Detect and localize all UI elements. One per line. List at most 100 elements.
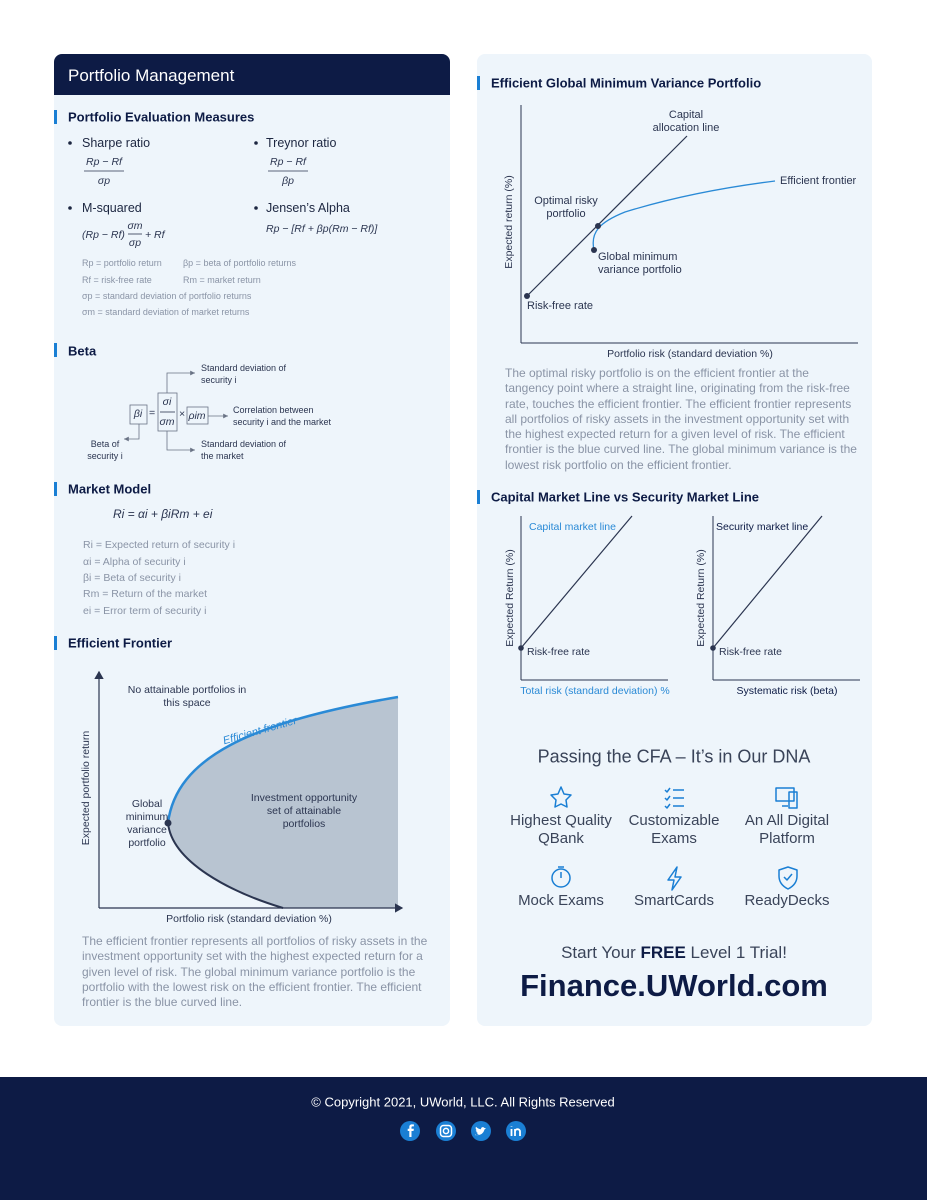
x-axis-label: Portfolio risk (standard deviation %) <box>166 913 332 925</box>
shield-icon <box>778 866 798 890</box>
bolt-icon <box>667 866 682 891</box>
x-axis-label: Portfolio risk (standard deviation %) <box>607 348 773 360</box>
y-axis-label: Expected Return (%) <box>504 549 516 647</box>
timer-icon <box>551 868 571 888</box>
social-links <box>400 1121 526 1141</box>
formula-numerator: Rp − Rf <box>86 156 122 168</box>
optimal-point <box>595 223 601 229</box>
section-title: Beta <box>68 343 97 359</box>
lower-frontier-curve <box>167 822 284 909</box>
accent-bar <box>54 343 57 357</box>
point-label: Optimal risky portfolio <box>534 195 598 220</box>
point-label: Risk-free rate <box>527 300 594 312</box>
measure-name: Jensen’s Alpha <box>266 201 350 215</box>
arrow <box>124 424 140 442</box>
devices-icon <box>775 787 798 809</box>
diagram-label: Standard deviation of the market <box>201 439 287 461</box>
section-title: Capital Market Line vs Security Market L… <box>491 489 760 505</box>
measure-name: Sharpe ratio <box>82 136 151 150</box>
feature-label: SmartCards <box>633 892 715 909</box>
formula-denominator: βp <box>282 175 294 187</box>
twitter-link[interactable] <box>471 1121 491 1141</box>
efficient-frontier-curve <box>166 695 399 824</box>
left-header-bar <box>54 54 450 95</box>
cta: Start Your FREE Level 1 Trial! <box>561 943 787 963</box>
risk-free-point <box>524 293 530 299</box>
equals: = <box>148 407 156 419</box>
efficient-frontier-curve <box>592 180 776 251</box>
linkedin-link[interactable] <box>506 1121 526 1141</box>
list-icon <box>664 787 684 809</box>
legend-item: σm = standard deviation of market return… <box>82 307 250 317</box>
measure-name: M-squared <box>82 201 142 215</box>
formula-denominator: σp <box>97 175 111 187</box>
line-label: Capital market line <box>529 521 616 533</box>
arrow <box>166 370 195 393</box>
section-title: Efficient Global Minimum Variance Portfo… <box>491 75 762 91</box>
feature-label: Highest Quality QBank <box>510 812 612 847</box>
accent-bar <box>54 482 57 496</box>
x-axis-label: Total risk (standard deviation) % <box>520 685 670 697</box>
formula-part: + Rf <box>145 229 165 241</box>
site-link[interactable]: Finance.UWorld.com <box>520 968 828 1003</box>
legend-item: Rf = risk-free rate <box>82 275 152 285</box>
feature-label: ReadyDecks <box>744 892 830 909</box>
definition: ei = Error term of security i <box>83 605 207 617</box>
accent-bar <box>477 76 480 90</box>
feature-icons <box>550 786 798 891</box>
promo-heading: Passing the CFA – It’s in Our DNA <box>537 746 811 767</box>
feature-label: An All Digital Platform <box>744 812 830 847</box>
formula-numerator: σm <box>127 220 143 232</box>
cta-text: Level 1 Trial! <box>685 943 787 962</box>
risk-free-point <box>518 645 524 651</box>
definition: βi = Beta of security i <box>83 572 181 584</box>
fraction-box <box>157 392 178 432</box>
y-axis-label: Expected return (%) <box>503 175 515 269</box>
measure-name: Treynor ratio <box>266 136 337 150</box>
panel-header: Portfolio Management <box>68 66 235 85</box>
definition: αi = Alpha of security i <box>83 556 186 568</box>
formula-part: (Rp − Rf) <box>82 229 125 241</box>
line-label: Security market line <box>716 521 809 533</box>
beta-symbol: βi <box>133 408 143 420</box>
capital-allocation-line <box>526 135 688 297</box>
point-label: Risk-free rate <box>719 646 783 658</box>
bullet <box>68 141 72 145</box>
gmv-point <box>591 247 597 253</box>
paragraph: The optimal risky portfolio is on the ef… <box>505 366 857 472</box>
curve-label: Efficient frontier <box>780 175 857 187</box>
feature-label: Mock Exams <box>518 892 604 909</box>
diagram-label: Correlation between security i and the m… <box>233 405 332 427</box>
instagram-link[interactable] <box>436 1121 456 1141</box>
legend-item: σp = standard deviation of portfolio ret… <box>82 291 252 301</box>
gmv-point <box>164 819 172 827</box>
accent-bar <box>54 110 57 124</box>
cml-line <box>520 515 633 649</box>
bullet <box>254 141 258 145</box>
sml-line <box>712 515 823 649</box>
point-label: Risk-free rate <box>527 646 591 658</box>
section-title: Market Model <box>68 481 152 497</box>
diagram-label: Beta of security i <box>87 439 123 461</box>
chart-annotation: Global minimum variance portfolio <box>125 798 169 849</box>
beta-box <box>129 404 148 425</box>
y-axis-label: Expected Return (%) <box>695 549 707 647</box>
star-icon <box>550 786 572 808</box>
accent-bar <box>477 490 480 504</box>
diagram-label: Standard deviation of security i <box>201 363 287 385</box>
formula-numerator: Rp − Rf <box>270 156 306 168</box>
formula-denominator: σm <box>159 416 175 428</box>
legend-item: βp = beta of portfolio returns <box>183 258 296 268</box>
chart-annotation: Investment opportunity set of attainable… <box>250 792 358 830</box>
timer-hand <box>558 866 564 878</box>
chart-annotation: No attainable portfolios in this space <box>127 684 247 709</box>
facebook-link[interactable] <box>400 1121 420 1141</box>
copyright: © Copyright 2021, UWorld, LLC. All Right… <box>311 1094 615 1110</box>
bullet <box>254 206 258 210</box>
footer-bar <box>0 1077 927 1200</box>
rho-symbol: ρim <box>188 410 206 422</box>
feature-label: Customizable Exams <box>628 812 720 847</box>
legend-item: Rp = portfolio return <box>82 258 162 268</box>
formula-numerator: σi <box>162 396 172 408</box>
